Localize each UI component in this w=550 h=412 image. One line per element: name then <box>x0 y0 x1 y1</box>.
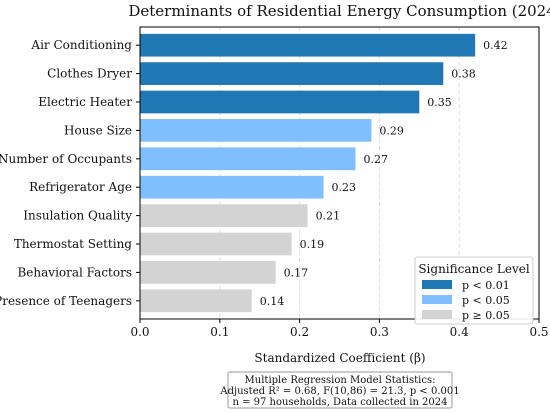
legend-swatch <box>422 295 452 304</box>
legend-item-label: p ≥ 0.05 <box>462 309 510 322</box>
legend-title: Significance Level <box>418 262 530 276</box>
legend-swatch <box>422 280 452 289</box>
stats-annotation: Multiple Regression Model Statistics: Ad… <box>219 371 460 409</box>
legend-swatch <box>422 310 452 319</box>
category-label: Thermostat Setting <box>14 237 132 251</box>
legend-item-label: p < 0.05 <box>462 294 510 307</box>
bar-value-label: 0.17 <box>284 266 309 279</box>
x-tick-label: 0.4 <box>450 325 469 339</box>
bar <box>140 204 308 227</box>
bar-value-label: 0.35 <box>427 96 452 109</box>
bar <box>140 147 356 171</box>
category-label: Electric Heater <box>38 95 132 109</box>
bar <box>140 119 372 142</box>
legend-item-label: p < 0.01 <box>462 279 510 292</box>
bar-value-label: 0.29 <box>379 124 404 137</box>
bar-value-label: 0.38 <box>451 68 476 81</box>
stats-line-3: n = 97 households, Data collected in 202… <box>232 397 447 408</box>
bar-value-label: 0.14 <box>260 295 285 308</box>
stats-line-2: Adjusted R² = 0.68, F(10,86) = 21.3, p <… <box>219 386 459 397</box>
x-tick-label: 0.2 <box>290 325 309 339</box>
bar-value-label: 0.23 <box>332 181 357 194</box>
category-label: Presence of Teenagers <box>0 294 132 308</box>
bar-value-label: 0.27 <box>363 153 388 166</box>
bar-value-label: 0.19 <box>300 238 325 251</box>
bar-value-label: 0.42 <box>483 39 508 52</box>
category-label: Refrigerator Age <box>29 180 132 194</box>
bar <box>140 33 476 57</box>
x-tick-label: 0.0 <box>130 325 149 339</box>
bar <box>140 62 444 85</box>
x-axis-ticks: 0.0 0.1 0.2 0.3 0.4 0.5 <box>130 319 549 339</box>
x-tick-label: 0.3 <box>370 325 389 339</box>
bar <box>140 175 324 199</box>
bars-group: 0.42 Air Conditioning 0.38 Clothes Dryer 0.3… <box>0 33 508 313</box>
category-label: Behavioral Factors <box>17 265 132 279</box>
stats-line-1: Multiple Regression Model Statistics: <box>245 375 436 386</box>
bar <box>140 90 420 114</box>
chart-title: Determinants of Residential Energy Consu… <box>128 2 550 20</box>
x-axis-label: Standardized Coefficient (β) <box>254 351 425 365</box>
bar <box>140 289 252 313</box>
category-label: House Size <box>64 123 132 137</box>
legend: Significance Level p < 0.01 p < 0.05 p ≥ 0… <box>414 256 534 325</box>
bar <box>140 232 292 256</box>
bar-value-label: 0.21 <box>316 210 341 223</box>
category-label: Insulation Quality <box>23 209 132 223</box>
plot-frame <box>139 26 540 320</box>
legend-box <box>414 256 534 325</box>
category-label: Number of Occupants <box>0 152 132 166</box>
x-tick-label: 0.5 <box>529 325 548 339</box>
x-tick-label: 0.1 <box>210 325 229 339</box>
category-label: Clothes Dryer <box>47 67 132 81</box>
category-label: Air Conditioning <box>30 38 132 52</box>
stats-box <box>227 371 453 409</box>
bar <box>140 261 276 284</box>
